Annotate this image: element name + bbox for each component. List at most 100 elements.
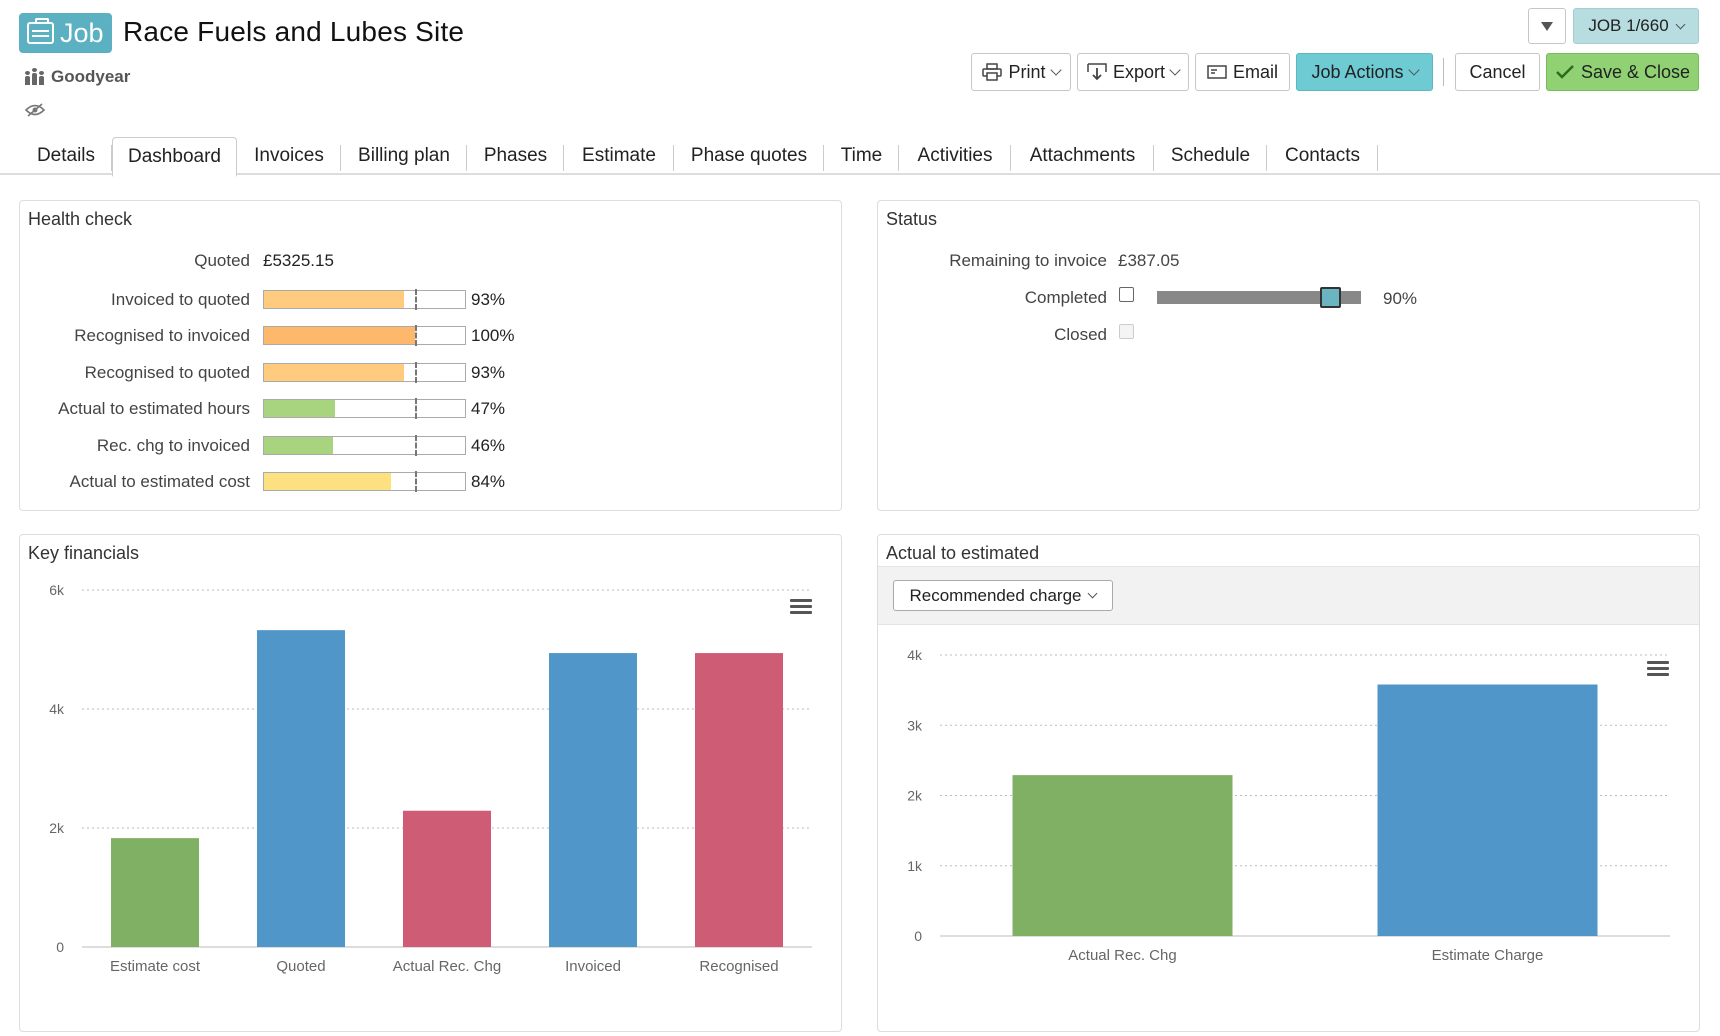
health-check-bar <box>263 325 466 346</box>
health-check-panel: Health check Quoted £5325.15 Invoiced to… <box>19 200 842 511</box>
x-tick-label: Invoiced <box>565 958 621 975</box>
chevron-down-icon <box>1088 588 1098 599</box>
y-tick-label: 0 <box>56 939 64 955</box>
remaining-label: Remaining to invoice <box>949 251 1107 270</box>
status-title: Status <box>886 209 938 229</box>
tab-label: Details <box>36 145 96 166</box>
job-actions-button[interactable]: Job Actions <box>1296 53 1433 91</box>
health-check-row: Actual to estimated cost 84% <box>20 470 620 492</box>
job-number: JOB 1/660 <box>1588 16 1669 35</box>
x-tick-label: Estimate cost <box>110 958 201 975</box>
health-check-bar-fill <box>264 291 405 308</box>
tab-schedule[interactable]: Schedule <box>1154 137 1267 175</box>
tab-activities[interactable]: Activities <box>899 137 1011 175</box>
tab-label: Phases <box>483 145 548 166</box>
health-check-label: Actual to estimated hours <box>58 399 250 418</box>
y-tick-label: 4k <box>907 647 923 663</box>
bar <box>403 810 491 947</box>
health-check-label: Actual to estimated cost <box>69 472 250 491</box>
quoted-row: Quoted £5325.15 <box>20 249 620 271</box>
health-check-bar <box>263 435 466 456</box>
checkmark-icon <box>1556 65 1574 79</box>
status-panel: Status Remaining to invoice £387.05 Comp… <box>877 200 1700 511</box>
printer-icon <box>982 63 1003 81</box>
tab-phases[interactable]: Phases <box>467 137 564 175</box>
briefcase-icon <box>27 18 54 44</box>
health-check-percent: 46% <box>471 436 506 455</box>
target-marker <box>415 398 417 419</box>
target-marker <box>415 362 417 383</box>
cancel-button[interactable]: Cancel <box>1455 53 1540 91</box>
health-check-label: Rec. chg to invoiced <box>96 436 250 455</box>
tab-attachments[interactable]: Attachments <box>1011 137 1154 175</box>
bar <box>111 838 199 947</box>
target-marker <box>415 471 417 492</box>
x-tick-label: Actual Rec. Chg <box>393 958 501 975</box>
health-check-bar <box>263 471 466 492</box>
email-label: Email <box>1232 61 1278 82</box>
chart-menu-icon[interactable] <box>1647 661 1669 677</box>
health-check-row: Rec. chg to invoiced 46% <box>20 434 620 456</box>
tab-label: Time <box>840 145 883 166</box>
health-check-row: Recognised to quoted 93% <box>20 361 620 383</box>
health-check-bar-fill <box>264 327 415 344</box>
job-number-button[interactable]: JOB 1/660 <box>1573 8 1699 44</box>
health-check-label: Invoiced to quoted <box>111 290 250 309</box>
health-check-bar <box>263 398 466 419</box>
print-button[interactable]: Print <box>971 53 1071 91</box>
recommended-charge-select[interactable]: Recommended charge <box>893 580 1113 611</box>
record-dropdown-button[interactable] <box>1528 8 1566 44</box>
target-marker <box>415 325 417 346</box>
export-label: Export <box>1112 61 1166 82</box>
quoted-label: Quoted <box>194 251 250 270</box>
health-check-bar-fill <box>264 400 335 417</box>
health-check-row: Actual to estimated hours 47% <box>20 397 620 419</box>
page-title: Race Fuels and Lubes Site <box>123 16 465 47</box>
completed-slider-track[interactable] <box>1157 287 1361 308</box>
email-button[interactable]: Email <box>1195 53 1290 91</box>
target-marker <box>415 289 417 310</box>
bar <box>257 630 345 947</box>
x-tick-label: Recognised <box>699 958 778 975</box>
tab-label: Attachments <box>1029 145 1136 166</box>
key-financials-panel: Key financials 0 2k 4k 6k Estimate cost Quote… <box>19 534 842 1032</box>
chart-menu-icon[interactable] <box>790 599 812 615</box>
tab-details[interactable]: Details <box>20 137 112 175</box>
tab-time[interactable]: Time <box>824 137 899 175</box>
health-check-percent: 93% <box>471 363 506 382</box>
people-icon <box>25 68 44 85</box>
chart-options-bar: Recommended charge <box>878 566 1699 625</box>
health-check-label: Recognised to invoiced <box>74 326 250 345</box>
tab-estimate[interactable]: Estimate <box>564 137 674 175</box>
completed-percent: 90% <box>1383 289 1418 308</box>
health-check-bar-fill <box>264 364 405 381</box>
tab-billing-plan[interactable]: Billing plan <box>341 137 467 175</box>
bar <box>695 653 783 947</box>
y-tick-label: 3k <box>907 717 923 733</box>
tab-phase-quotes[interactable]: Phase quotes <box>674 137 824 175</box>
tab-dashboard[interactable]: Dashboard <box>112 137 237 177</box>
save-close-button[interactable]: Save & Close <box>1546 53 1699 91</box>
completed-checkbox[interactable] <box>1119 287 1134 302</box>
tab-label: Dashboard <box>128 145 221 167</box>
email-icon <box>1207 65 1227 79</box>
completed-slider-handle[interactable] <box>1319 287 1341 308</box>
save-close-label: Save & Close <box>1580 61 1691 82</box>
export-icon <box>1087 63 1107 81</box>
health-check-percent: 100% <box>471 326 515 345</box>
bar <box>1012 775 1233 936</box>
client-link[interactable]: Goodyear <box>25 67 130 87</box>
cancel-label: Cancel <box>1469 61 1526 82</box>
health-check-percent: 84% <box>471 472 506 491</box>
tab-label: Schedule <box>1170 145 1251 166</box>
completed-label: Completed <box>1024 288 1107 307</box>
eye-hidden-icon[interactable] <box>25 103 45 117</box>
tab-label: Billing plan <box>358 145 450 166</box>
export-button[interactable]: Export <box>1077 53 1189 91</box>
tab-contacts[interactable]: Contacts <box>1267 137 1378 175</box>
tab-label: Phase quotes <box>690 145 808 166</box>
tab-label: Activities <box>917 145 993 166</box>
tab-invoices[interactable]: Invoices <box>237 137 341 175</box>
key-financials-title: Key financials <box>28 543 140 563</box>
health-check-percent: 93% <box>471 290 506 309</box>
